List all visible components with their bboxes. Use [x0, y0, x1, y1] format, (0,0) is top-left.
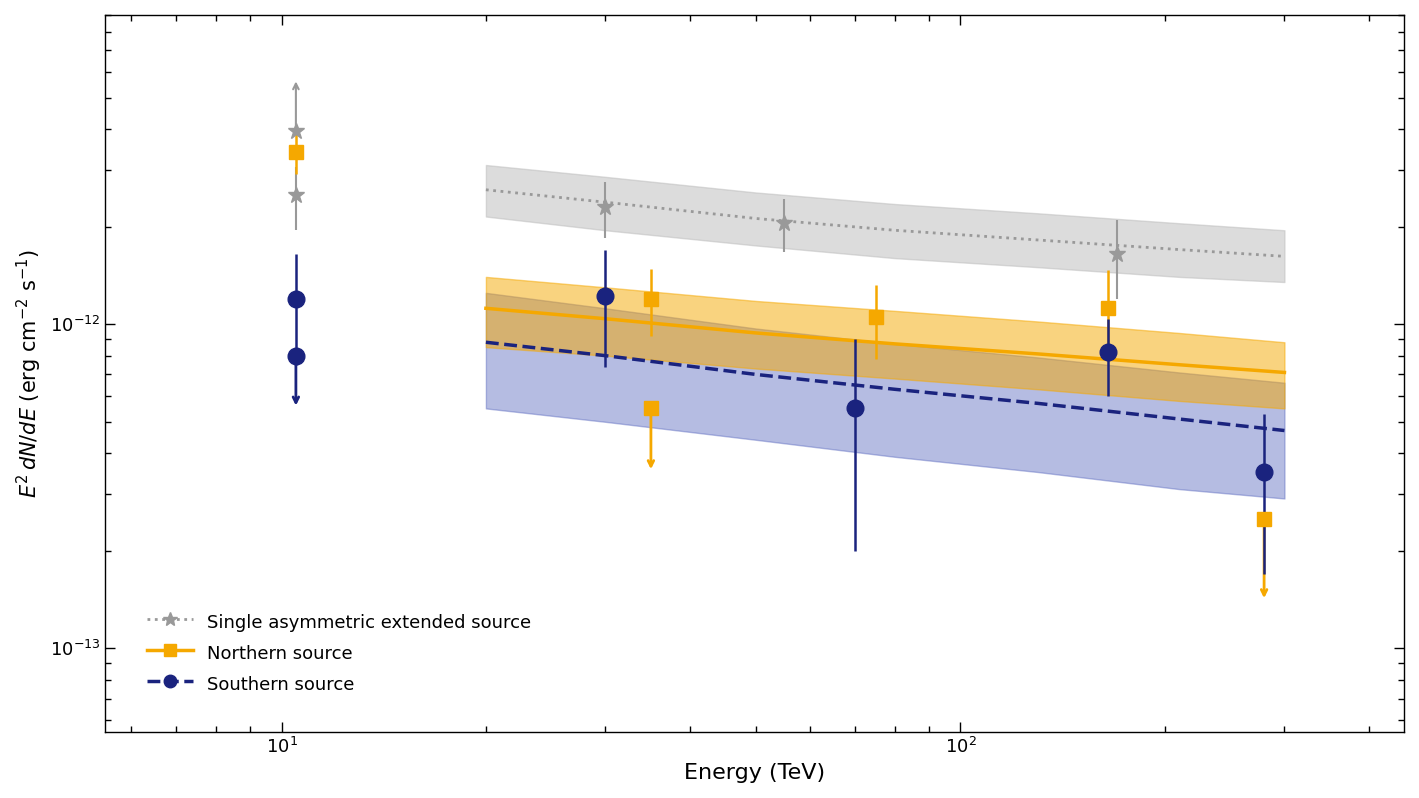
X-axis label: Energy (TeV): Energy (TeV): [684, 763, 826, 783]
Y-axis label: $E^2\, dN/dE$ (erg cm$^{-2}$ s$^{-1}$): $E^2\, dN/dE$ (erg cm$^{-2}$ s$^{-1}$): [16, 249, 44, 498]
Legend: Single asymmetric extended source, Northern source, Southern source: Single asymmetric extended source, North…: [140, 603, 538, 702]
